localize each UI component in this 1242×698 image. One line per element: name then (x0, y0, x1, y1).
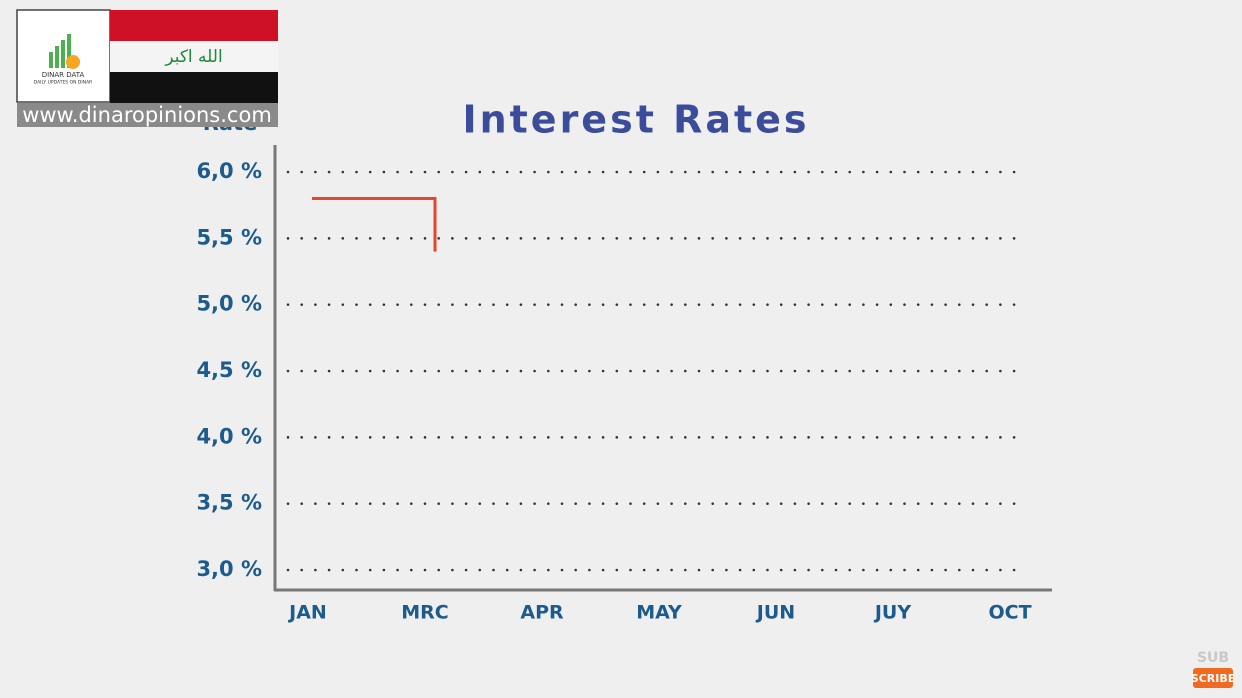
x-tick-label: JUY (873, 602, 911, 624)
y-tick-label: 6,0 % (196, 159, 262, 183)
x-tick-label: JAN (287, 602, 327, 624)
y-tick-label: 3,0 % (196, 557, 262, 581)
logo-subtitle: DAILY UPDATES ON DINAR (34, 80, 93, 86)
channel-logo: DINAR DATA DAILY UPDATES ON DINAR (16, 9, 111, 103)
y-tick-label: 5,0 % (196, 292, 262, 316)
logo-icon (67, 34, 71, 68)
rate-line (312, 197, 437, 252)
subscribe-badge[interactable]: SUB SCRIBE (1191, 650, 1235, 688)
x-tick-label: MAY (636, 602, 682, 624)
flag-text: الله اكبر (164, 47, 222, 67)
subscribe-box (1193, 668, 1233, 688)
y-tick-label: 4,5 % (196, 358, 262, 382)
subscribe-bottom: SCRIBE (1191, 672, 1235, 685)
url-banner (17, 103, 278, 127)
flag-stripe (110, 72, 278, 103)
logo-icon (61, 40, 65, 68)
x-tick-label: MRC (401, 602, 448, 624)
x-tick-label: APR (520, 602, 564, 624)
logo-icon (66, 55, 80, 69)
flag-stripe (110, 10, 278, 41)
x-tick-label: JUN (755, 602, 795, 624)
logo-icon (49, 52, 53, 68)
chart-title: Interest Rates (462, 98, 809, 142)
flag-stripe (110, 41, 278, 72)
plot-area: 3,0 % 3,5 % 4,0 % 4,5 % 5,0 % 5,5 % 6,0 % JAN MR… (196, 159, 1031, 624)
y-tick-label: 4,0 % (196, 424, 262, 448)
subscribe-top: SUB (1197, 650, 1229, 666)
logo-title: DINAR DATA (42, 71, 85, 79)
y-tick-label: 5,5 % (196, 225, 262, 249)
y-tick-label: 3,5 % (196, 491, 262, 515)
flag: الله اكبر (110, 10, 278, 103)
logo-icon (55, 46, 59, 68)
url: www.dinaropinions.com (22, 103, 272, 127)
x-tick-label: OCT (988, 602, 1031, 624)
